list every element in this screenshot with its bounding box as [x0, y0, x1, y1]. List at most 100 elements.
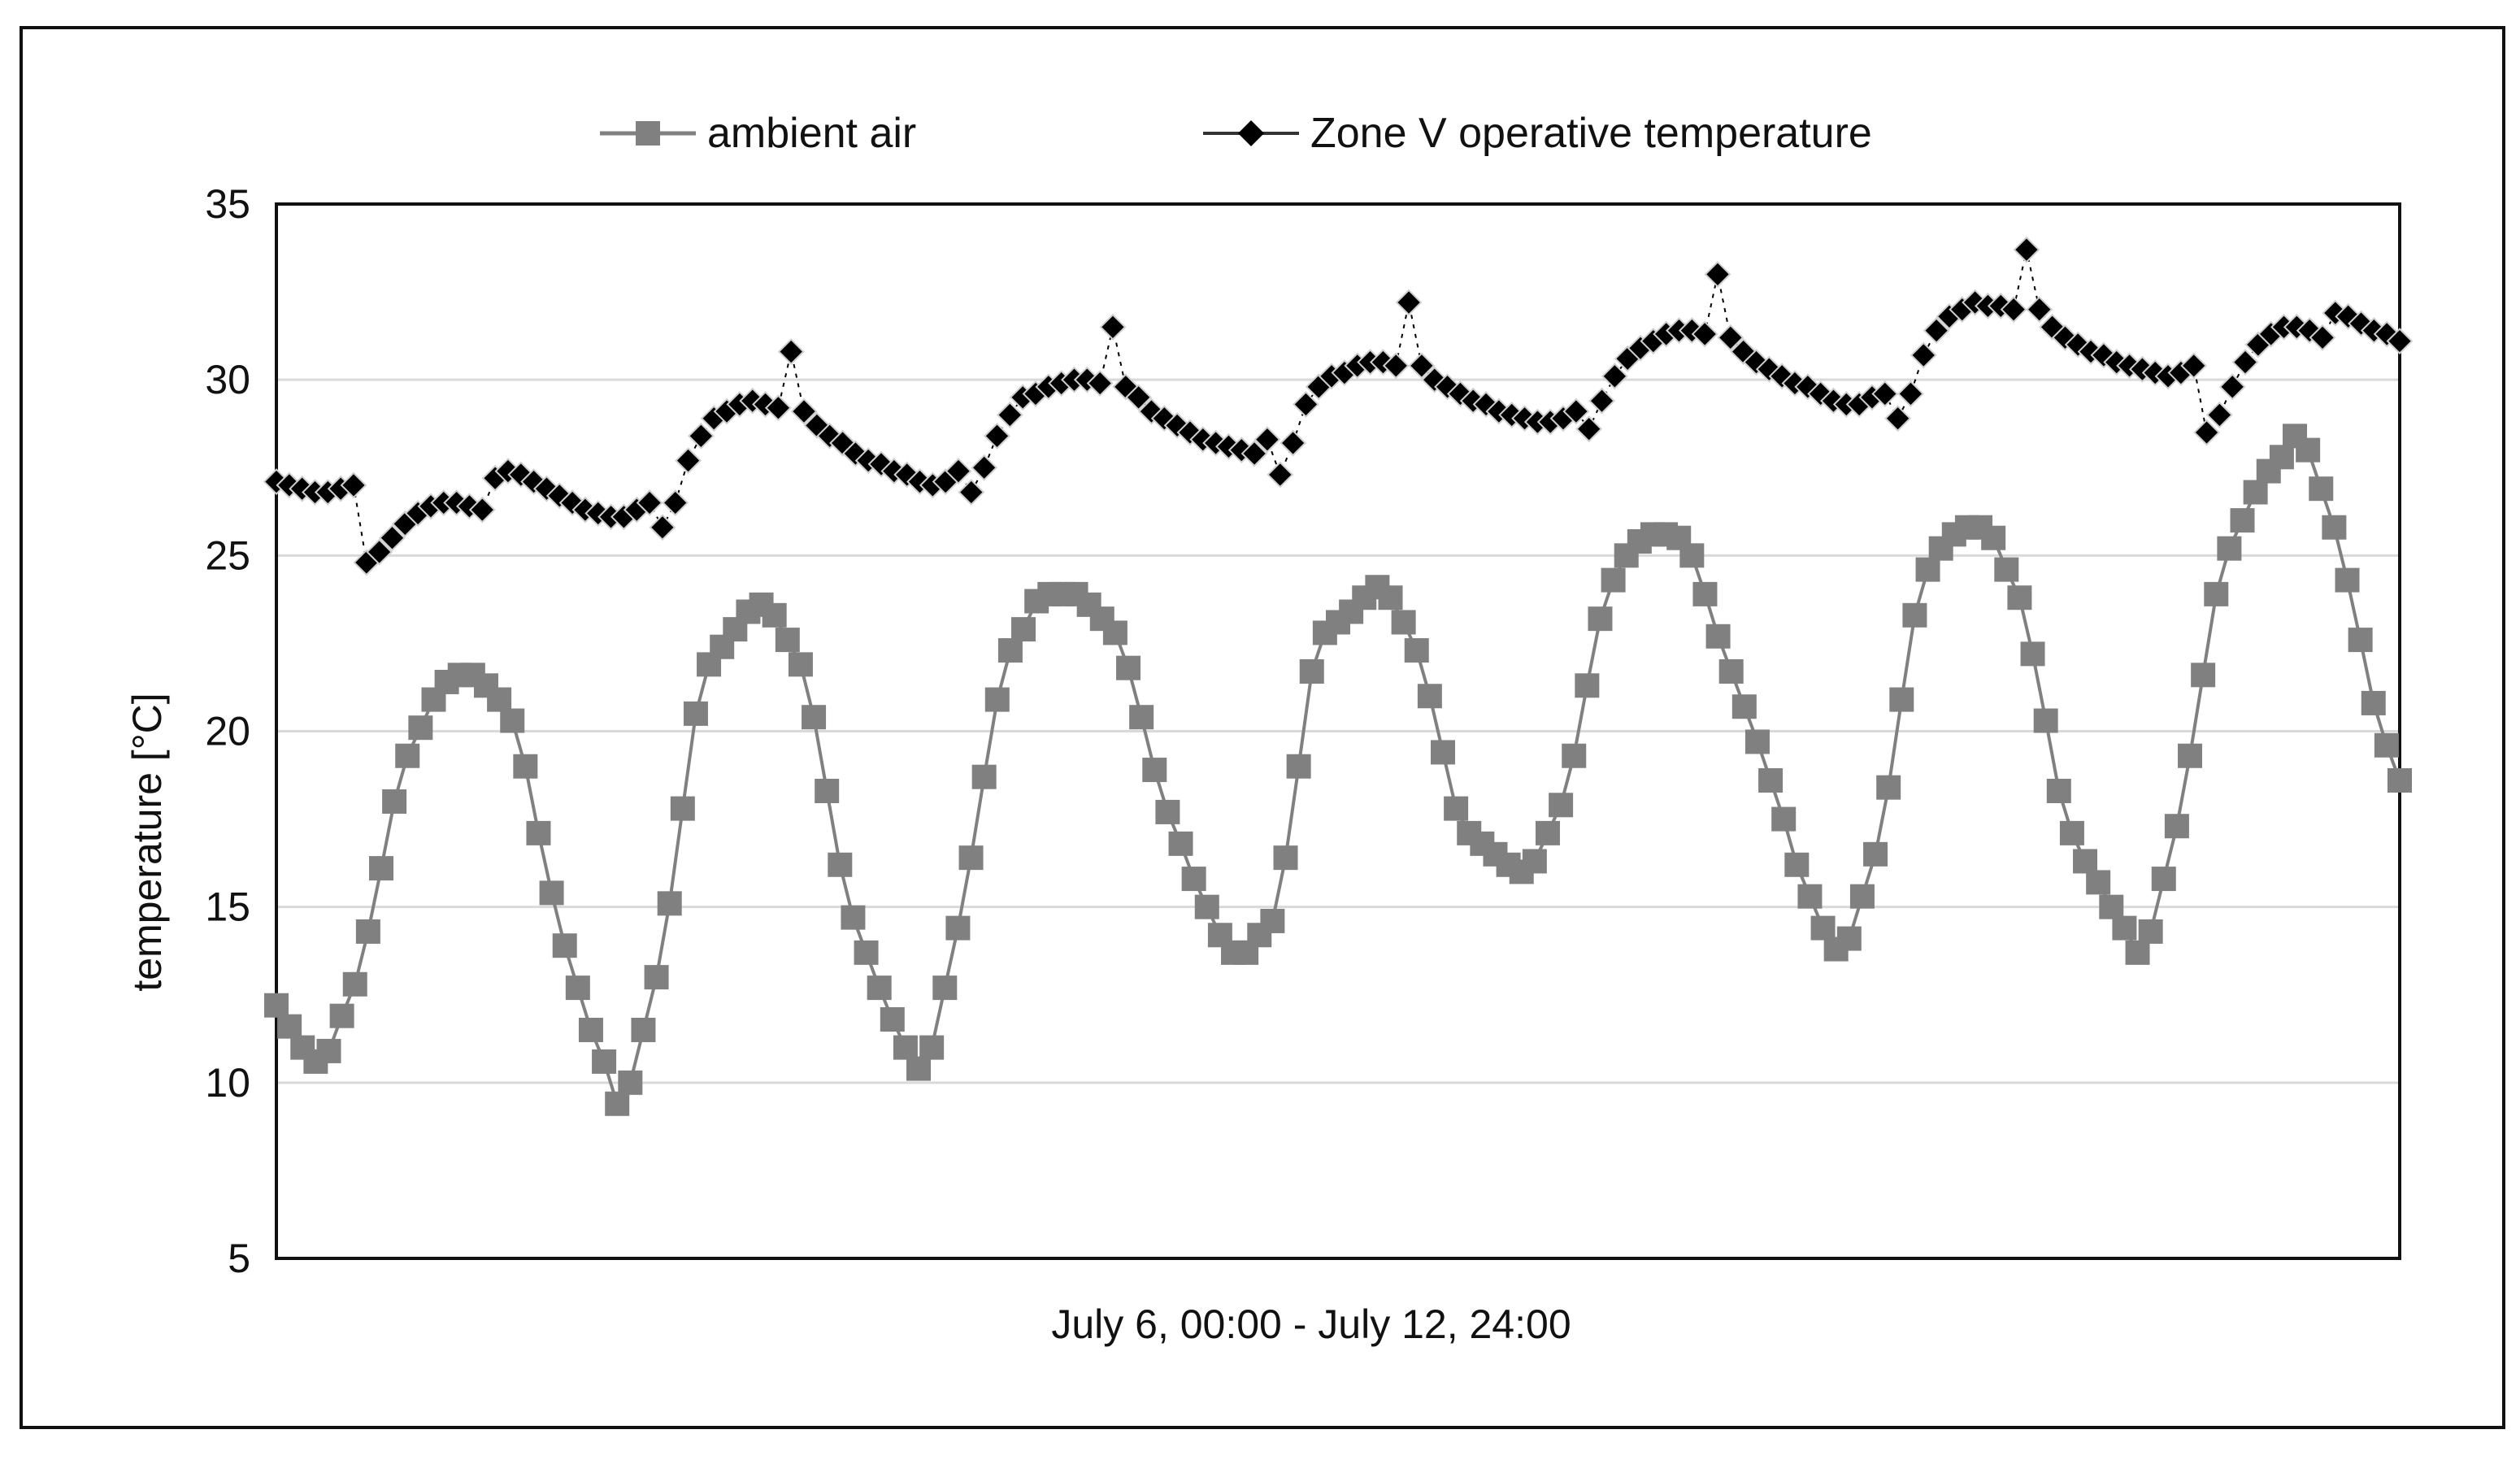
data-point-ambient-air: [565, 976, 590, 1001]
data-point-ambient-air: [277, 1014, 302, 1039]
data-point-zone-v: [1240, 440, 1268, 467]
gridlines: [276, 378, 2400, 1084]
data-point-zone-v: [984, 422, 1010, 450]
legend: ambient air Zone V operative temperature: [600, 110, 1872, 157]
data-point-zone-v: [687, 422, 715, 450]
data-point-ambient-air: [1444, 796, 1469, 821]
data-point-ambient-air: [2191, 663, 2216, 688]
data-point-zone-v: [1395, 289, 1423, 316]
data-point-ambient-air: [395, 743, 420, 768]
data-point-ambient-air: [2309, 476, 2334, 502]
data-point-ambient-air: [1705, 624, 1731, 649]
data-point-zone-v: [1910, 341, 1937, 369]
data-point-ambient-air: [906, 1056, 932, 1081]
data-point-ambient-air: [1588, 606, 1613, 632]
data-point-zone-v: [1871, 380, 1899, 407]
data-point-ambient-air: [2164, 814, 2189, 839]
data-point-ambient-air: [854, 940, 879, 965]
data-point-ambient-air: [1522, 849, 1547, 874]
data-point-ambient-air: [2151, 867, 2176, 892]
data-point-ambient-air: [368, 856, 393, 881]
data-point-ambient-air: [264, 993, 289, 1018]
data-point-zone-v: [1280, 429, 1307, 457]
data-point-ambient-air: [2361, 690, 2386, 715]
data-point-ambient-air: [1129, 705, 1154, 730]
x-axis-title: July 6, 00:00 - July 12, 24:00: [1051, 1301, 1571, 1347]
data-point-ambient-air: [1849, 884, 1875, 909]
data-point-ambient-air: [788, 652, 813, 677]
data-point-zone-v: [1253, 426, 1281, 454]
data-point-ambient-air: [1181, 867, 1206, 892]
series-layer: [263, 236, 2414, 1116]
data-point-zone-v: [366, 538, 393, 566]
data-point-ambient-air: [1863, 841, 1888, 867]
data-point-ambient-air: [644, 965, 669, 990]
data-point-ambient-air: [1168, 831, 1193, 856]
data-point-zone-v: [1267, 461, 1294, 489]
data-point-ambient-air: [2230, 508, 2255, 533]
data-point-ambient-air: [1718, 659, 1744, 684]
data-point-ambient-air: [605, 1091, 630, 1116]
data-point-ambient-air: [1981, 525, 2006, 550]
data-point-ambient-air: [2178, 743, 2203, 768]
y-tick-label: 35: [205, 181, 250, 227]
data-point-ambient-air: [1273, 845, 1298, 871]
data-point-ambient-air: [500, 708, 525, 733]
data-point-ambient-air: [1404, 638, 1429, 663]
data-point-zone-v: [1884, 405, 1912, 432]
data-point-ambient-air: [329, 1003, 354, 1028]
data-point-zone-v: [945, 458, 972, 484]
data-point-ambient-air: [2059, 820, 2084, 845]
data-point-zone-v: [2231, 349, 2259, 376]
data-point-ambient-air: [552, 933, 577, 958]
data-point-ambient-air: [1902, 602, 1927, 628]
data-point-zone-v: [1293, 391, 1319, 418]
data-point-ambient-air: [2204, 581, 2229, 606]
data-point-ambient-air: [1771, 806, 1797, 832]
data-point-ambient-air: [2374, 732, 2399, 758]
data-point-ambient-air: [2322, 515, 2347, 540]
data-point-ambient-air: [670, 796, 695, 821]
data-point-ambient-air: [1194, 894, 1219, 919]
data-point-zone-v: [1717, 324, 1744, 351]
data-point-ambient-air: [1535, 820, 1560, 845]
data-point-zone-v: [1691, 320, 1718, 348]
data-point-ambient-air: [1116, 655, 1141, 680]
data-point-zone-v: [2013, 236, 2040, 263]
data-point-zone-v: [764, 394, 792, 422]
data-point-ambient-air: [2046, 778, 2071, 803]
data-point-ambient-air: [2099, 894, 2124, 919]
data-point-zone-v: [1408, 352, 1436, 380]
data-point-ambient-air: [1692, 581, 1718, 606]
data-point-ambient-air: [355, 919, 380, 944]
data-point-zone-v: [468, 496, 496, 524]
data-point-zone-v: [958, 479, 985, 506]
data-point-ambient-air: [1575, 673, 1600, 698]
legend-item-ambient-air: ambient air: [600, 110, 916, 157]
data-point-ambient-air: [1797, 884, 1823, 909]
data-point-ambient-air: [1549, 793, 1574, 818]
data-point-ambient-air: [945, 915, 971, 941]
data-point-ambient-air: [316, 1038, 341, 1063]
data-point-ambient-air: [683, 701, 708, 726]
data-point-ambient-air: [1286, 754, 1311, 779]
data-point-zone-v: [996, 401, 1023, 428]
data-point-zone-v: [636, 489, 663, 516]
data-point-ambient-air: [1562, 743, 1587, 768]
data-point-zone-v: [1125, 384, 1153, 411]
data-point-ambient-air: [1810, 915, 1836, 941]
legend-item-zone-v: Zone V operative temperature: [1203, 110, 1872, 157]
data-point-zone-v: [1099, 313, 1127, 341]
data-point-ambient-air: [1994, 557, 2019, 582]
y-axis-ticks: 5 10 15 20 25 30 35: [205, 181, 250, 1281]
data-point-zone-v: [675, 447, 702, 475]
data-point-zone-v: [2180, 352, 2208, 380]
legend-square-marker-icon: [636, 121, 660, 146]
data-point-ambient-air: [1889, 687, 1914, 712]
data-point-ambient-air: [1744, 729, 1770, 754]
data-point-ambient-air: [815, 778, 840, 803]
data-point-ambient-air: [342, 971, 367, 997]
data-point-zone-v: [2218, 373, 2246, 401]
y-tick-label: 25: [205, 532, 250, 578]
data-point-ambient-air: [2112, 915, 2137, 941]
